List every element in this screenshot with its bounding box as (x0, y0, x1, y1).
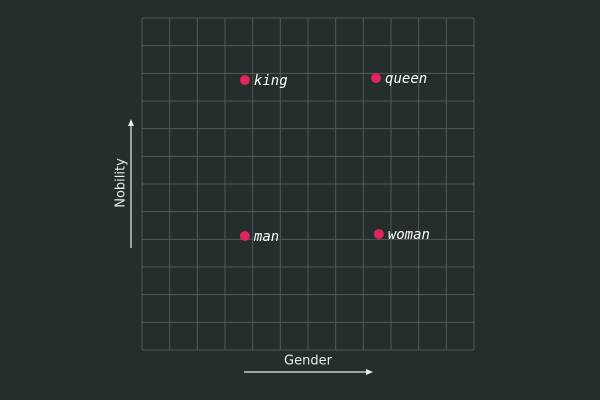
point-label: king (254, 73, 288, 89)
point-label: man (253, 229, 279, 245)
point (373, 229, 384, 240)
y-axis-label: Nobility (114, 158, 129, 208)
x-axis-label: Gender (284, 354, 333, 369)
point-label: queen (385, 71, 427, 87)
point (239, 231, 250, 242)
y-axis-arrowhead (128, 119, 134, 126)
point (239, 74, 250, 85)
grid (141, 17, 475, 351)
point (371, 73, 382, 84)
x-axis-arrowhead (366, 369, 373, 375)
point-label: woman (388, 227, 430, 243)
